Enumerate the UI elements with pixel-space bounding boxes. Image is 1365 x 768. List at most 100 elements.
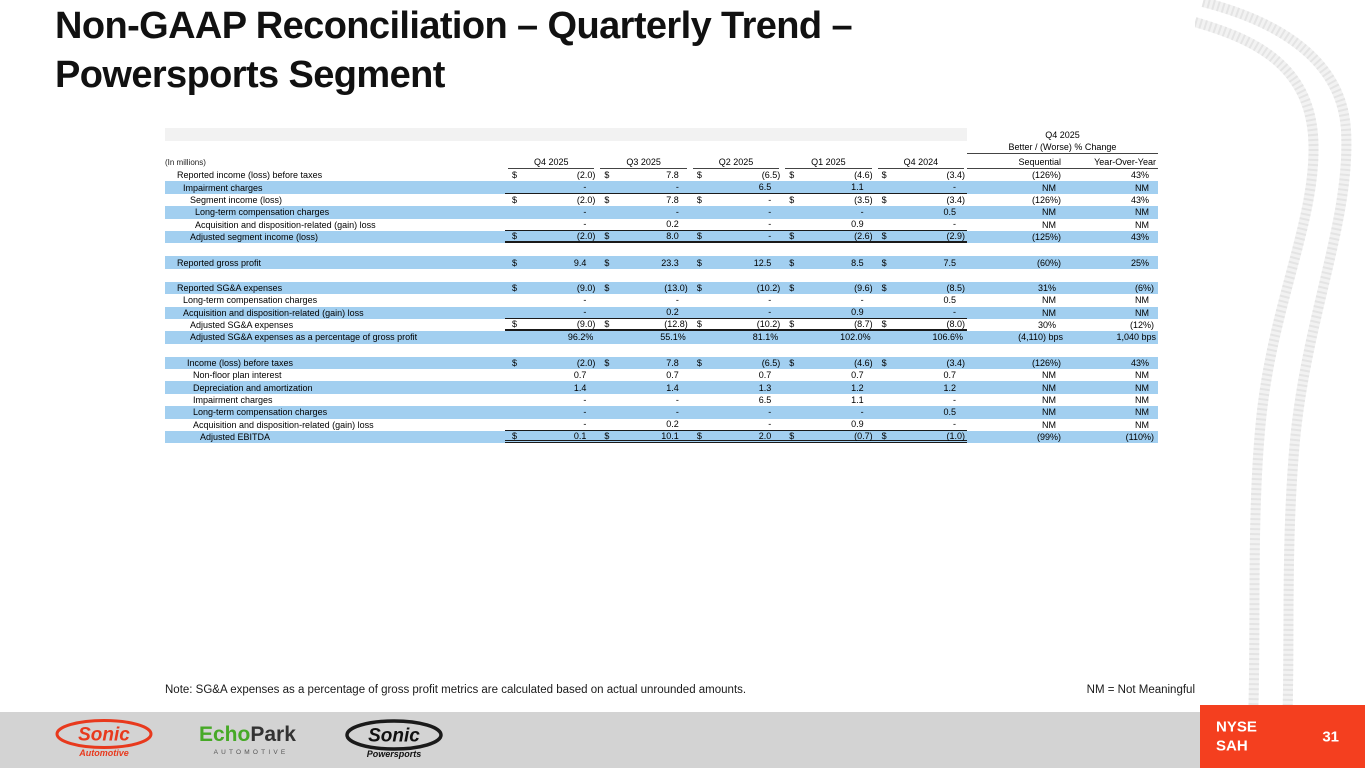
echopark-logo: EchoPark AUTOMOTIVE: [199, 723, 296, 756]
year-over-year-change-value: 25%: [1130, 257, 1149, 268]
value-cell: 6.5: [758, 182, 772, 193]
value-cell: -: [768, 219, 772, 230]
change-column-headers: Sequential Year-Over-Year: [967, 157, 1158, 169]
sequential-change-value: NM: [1042, 219, 1056, 230]
row-values: 96.2% 55.1% 81.1% 102.0% 106.6%: [505, 331, 967, 343]
sequential-change-value: (125%): [1031, 232, 1061, 243]
row-label: Adjusted SG&A expenses: [190, 320, 294, 331]
value-cell: -: [953, 219, 957, 230]
value-cell: $ (4.6): [789, 357, 873, 368]
row-values: - - 6.5 1.1 -: [505, 394, 967, 406]
year-over-year-change-value: 43%: [1130, 357, 1149, 368]
value-cell: 1.2: [851, 382, 864, 393]
row-values: - 0.2 - 0.9 -: [505, 219, 967, 231]
value-cell: $ (8.5): [881, 282, 966, 293]
value-cell: 0.2: [666, 219, 679, 230]
value-cell: -: [675, 395, 679, 406]
sequential-change-value: NM: [1042, 382, 1056, 393]
value-cell: -: [583, 307, 587, 318]
value-cell: $10.1: [604, 430, 679, 441]
value-cell: $ (2.0): [512, 357, 596, 368]
sequential-change-value: (60%): [1036, 257, 1061, 268]
row-label: Long-term compensation charges: [183, 295, 318, 306]
sequential-change-value: NM: [1042, 370, 1056, 381]
value-cell: 102.0%: [840, 332, 871, 343]
table-row: Adjusted SG&A expenses $ (9.0) $ (12.8) $ (10…: [165, 319, 1158, 332]
sonic-automotive-sub: Automotive: [78, 748, 129, 758]
value-cell: $ -: [696, 194, 772, 205]
value-cell: $ (3.5): [789, 194, 873, 205]
value-cell: -: [768, 207, 772, 218]
table-row: Acquisition and disposition-related (gai…: [165, 419, 1158, 432]
sequential-change-value: (126%): [1031, 357, 1061, 368]
year-over-year-change-value: NM: [1135, 307, 1149, 318]
year-over-year-change-value: 1,040 bps: [1116, 332, 1156, 343]
value-cell: $ (10.2): [696, 319, 781, 330]
row-label: Acquisition and disposition-related (gai…: [183, 307, 364, 318]
row-values: $ (2.0) $7.8 $ (6.5) $ (4.6) $ (3.4): [505, 169, 967, 181]
value-cell: 1.1: [851, 395, 864, 406]
table-row: Long-term compensation charges - - - - 0.5 N…: [165, 406, 1158, 419]
table-row: Acquisition and disposition-related (gai…: [165, 219, 1158, 231]
value-cell: 106.6%: [932, 332, 964, 343]
sequential-change-value: NM: [1042, 207, 1056, 218]
value-cell: $ (2.0): [512, 194, 596, 205]
ticker-exchange: NYSE: [1216, 718, 1257, 735]
sequential-change-value: NM: [1042, 395, 1056, 406]
year-over-year-change-value: NM: [1135, 419, 1149, 430]
year-over-year-change-value: NM: [1135, 407, 1149, 418]
value-cell: 0.5: [943, 407, 957, 418]
table-header-row-1: Q4 2025: [165, 128, 1158, 141]
echopark-word2: Park: [250, 723, 296, 746]
table-row: Acquisition and disposition-related (gai…: [165, 306, 1158, 319]
table-row: Impairment charges - - 6.5 1.1 - NM NM: [165, 181, 1158, 194]
sonic-powersports-logo: Sonic Powersports: [345, 719, 443, 759]
sequential-change-value: (126%): [1031, 194, 1061, 205]
row-label: Segment income (loss): [190, 194, 283, 205]
value-cell: $23.3: [604, 257, 679, 268]
table-row: Depreciation and amortization 1.4 1.4 1.3 1…: [165, 381, 1158, 394]
echopark-word1: Echo: [199, 723, 250, 746]
value-cell: $ (2.0): [512, 170, 596, 181]
value-cell: 0.7: [573, 370, 587, 381]
value-cell: -: [768, 295, 772, 306]
value-cell: $2.0: [696, 430, 772, 441]
table-row: Reported income (loss) before taxes $ (2.…: [165, 169, 1158, 181]
ticker-symbol: SAH: [1216, 737, 1248, 755]
value-cell: 1.2: [943, 382, 957, 393]
column-header: Q2 2025: [692, 157, 780, 169]
echopark-sub: AUTOMOTIVE: [214, 749, 289, 756]
row-label: Income (loss) before taxes: [187, 357, 294, 368]
value-cell: -: [583, 182, 587, 193]
ticker-text: NYSE SAH: [1216, 717, 1257, 756]
page-number: 31: [1322, 728, 1339, 745]
table-row: Adjusted SG&A expenses as a percentage o…: [165, 331, 1158, 344]
value-cell: -: [583, 419, 587, 430]
sequential-change-value: NM: [1042, 295, 1056, 306]
value-cell: $ (6.5): [696, 357, 781, 368]
row-label: Adjusted segment income (loss): [190, 232, 319, 243]
value-cell: -: [583, 219, 587, 230]
value-cell: $ (2.0): [512, 231, 596, 242]
table-row: Long-term compensation charges - - - - 0.5 N…: [165, 206, 1158, 219]
sequential-change-value: 30%: [1037, 320, 1056, 331]
row-values: $0.1 $10.1 $2.0 $ (0.7) $ (1.0): [505, 430, 967, 444]
value-cell: $ (9.6): [789, 282, 873, 293]
table-header-row-2: Better / (Worse) % Change: [165, 141, 1158, 154]
value-cell: $ (1.0): [881, 430, 966, 441]
value-cell: -: [953, 307, 957, 318]
year-over-year-change-value: (12%): [1129, 320, 1154, 331]
row-label: Reported gross profit: [177, 257, 262, 268]
footnotes: Note: SG&A expenses as a percentage of g…: [165, 684, 1195, 696]
value-cell: $ (2.9): [881, 231, 966, 242]
row-label: Adjusted SG&A expenses as a percentage o…: [190, 332, 418, 343]
value-cell: -: [583, 207, 587, 218]
spacer-row: [165, 344, 1158, 357]
sonic-wordmark: Sonic: [78, 725, 130, 746]
spacer-row: [165, 243, 1158, 256]
row-label: Acquisition and disposition-related (gai…: [193, 419, 374, 430]
value-cell: -: [583, 407, 587, 418]
table-header-row-3: (In millions) Q4 2025 Q3 2025 Q2 2025 Q1…: [165, 154, 1158, 169]
sequential-change-value: NM: [1042, 307, 1056, 318]
value-cell: $ -: [696, 231, 772, 242]
